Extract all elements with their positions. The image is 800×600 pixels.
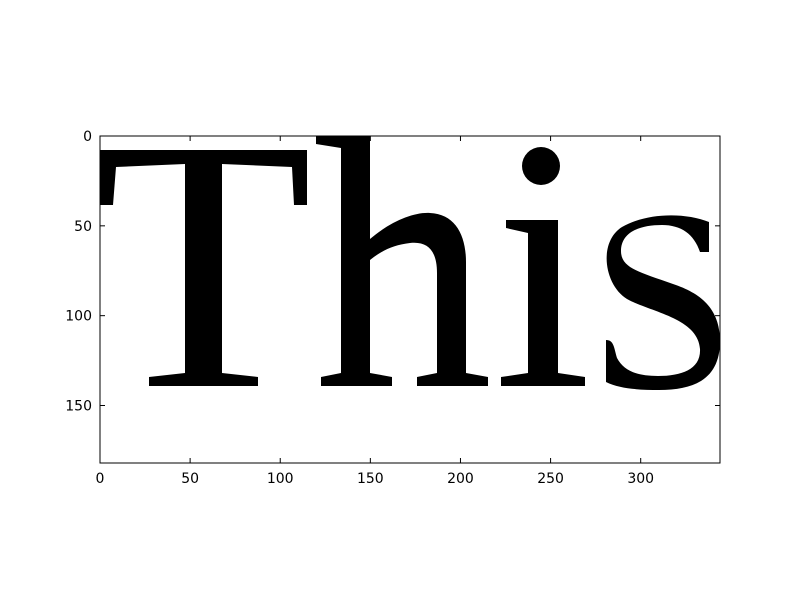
letter-h-glyph bbox=[316, 136, 488, 386]
y-tick-label: 150 bbox=[65, 399, 92, 415]
letter-s-glyph bbox=[606, 215, 720, 390]
y-axis-ticks bbox=[100, 135, 720, 407]
letter-t-glyph bbox=[100, 150, 307, 386]
y-tick-label: 100 bbox=[65, 309, 92, 325]
image-plot bbox=[100, 136, 720, 463]
y-axis-tick-labels: 0 50 100 150 bbox=[65, 129, 92, 415]
x-axis-tick-labels: 0 50 100 150 200 250 300 bbox=[96, 471, 655, 487]
letter-i-dot-glyph bbox=[522, 147, 560, 185]
x-tick-label: 50 bbox=[181, 471, 199, 487]
y-tick-label: 0 bbox=[83, 129, 92, 145]
x-tick-label: 200 bbox=[447, 471, 474, 487]
y-tick-label: 50 bbox=[74, 219, 92, 235]
x-tick-label: 250 bbox=[537, 471, 564, 487]
x-axis-ticks bbox=[99, 136, 642, 463]
plot-frame bbox=[99, 135, 721, 464]
letter-i-stem-glyph bbox=[501, 220, 585, 386]
x-tick-label: 100 bbox=[267, 471, 294, 487]
x-tick-label: 150 bbox=[357, 471, 384, 487]
x-tick-label: 0 bbox=[96, 471, 105, 487]
x-tick-label: 300 bbox=[627, 471, 654, 487]
